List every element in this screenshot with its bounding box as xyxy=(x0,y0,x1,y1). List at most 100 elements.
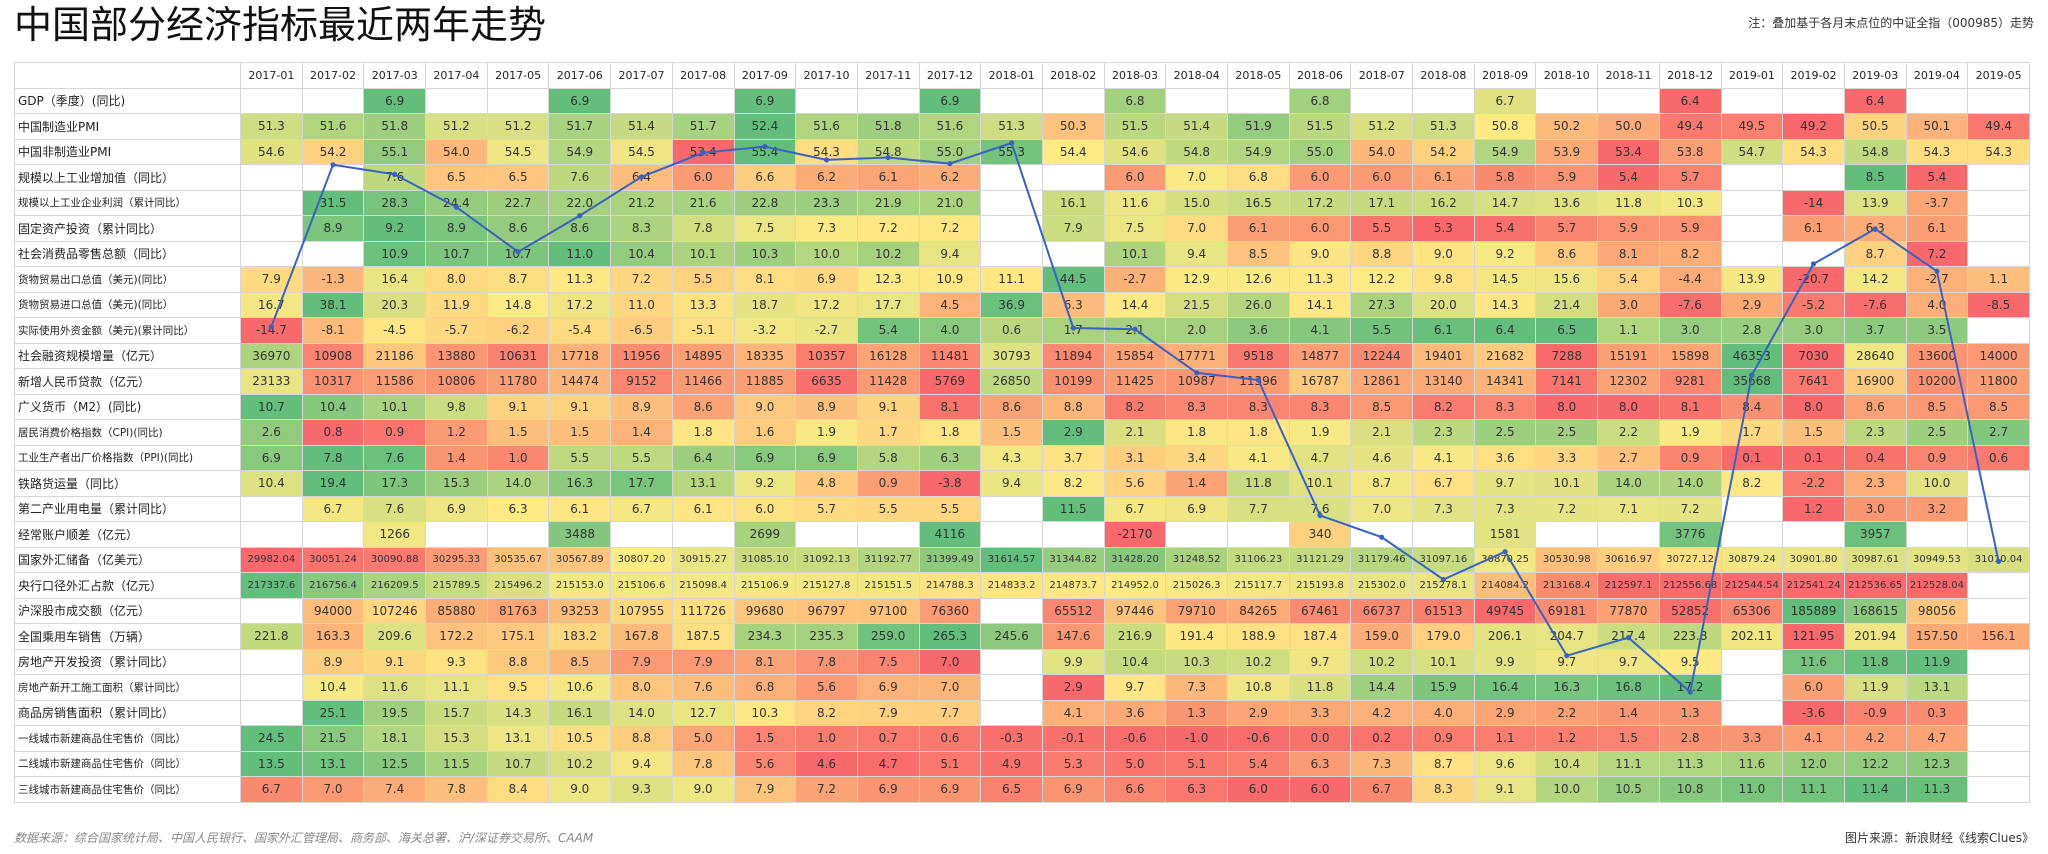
table-cell: 54.9 xyxy=(548,138,612,165)
table-cell: -2.7 xyxy=(1905,266,1969,293)
table-cell: 11.6 xyxy=(1103,189,1167,216)
table-cell: 6.0 xyxy=(1782,674,1845,701)
table-cell: 7.3 xyxy=(795,215,858,242)
table-cell: 31248.52 xyxy=(1165,546,1228,573)
table-cell: 11481 xyxy=(918,342,982,369)
table-cell: 213168.4 xyxy=(1535,572,1599,599)
table-cell: 12.2 xyxy=(1843,750,1907,777)
column-header: 2017-10 xyxy=(795,62,858,89)
table-cell: 7.0 xyxy=(1165,164,1228,191)
table-cell: 5.5 xyxy=(671,266,735,293)
table-cell: 163.3 xyxy=(301,623,365,650)
table-cell: 7141 xyxy=(1535,368,1599,395)
table-cell: 3.6 xyxy=(1473,444,1537,471)
table-cell: 50.8 xyxy=(1473,113,1537,140)
table-cell: 77870 xyxy=(1597,597,1660,624)
table-cell: 0.9 xyxy=(856,470,920,497)
table-cell: 9152 xyxy=(610,368,673,395)
table-cell: 4116 xyxy=(918,521,982,548)
table-cell: 10.0 xyxy=(1905,470,1969,497)
table-cell xyxy=(1905,87,1969,114)
table-cell: 6.4 xyxy=(1843,87,1907,114)
table-cell: 2.8 xyxy=(1720,317,1784,344)
table-cell: 31010.04 xyxy=(1967,546,2030,573)
table-cell: 25.1 xyxy=(301,699,365,726)
table-cell: 7.9 xyxy=(856,699,920,726)
table-cell: 4.6 xyxy=(1350,444,1414,471)
table-cell: 1.4 xyxy=(610,419,673,446)
table-cell: 7.7 xyxy=(918,699,982,726)
table-cell: 5.4 xyxy=(1597,266,1660,293)
table-cell: 6.0 xyxy=(1288,776,1352,803)
table-cell: 215193.8 xyxy=(1288,572,1352,599)
table-cell: 16.5 xyxy=(1227,189,1290,216)
table-cell xyxy=(1720,87,1784,114)
table-cell: 13.1 xyxy=(671,470,735,497)
table-cell xyxy=(1597,87,1660,114)
table-cell: 9.5 xyxy=(486,674,550,701)
table-cell xyxy=(1782,240,1845,267)
table-cell: 11.0 xyxy=(1720,776,1784,803)
table-cell: -20.7 xyxy=(1782,266,1845,293)
table-cell: 6.9 xyxy=(1165,495,1228,522)
table-cell: 15191 xyxy=(1597,342,1660,369)
table-cell: 11428 xyxy=(856,368,920,395)
table-cell: 54.9 xyxy=(1473,138,1537,165)
table-cell: 5.9 xyxy=(1535,164,1599,191)
table-cell: 9.2 xyxy=(1473,240,1537,267)
row-label: 中国非制造业PMI xyxy=(14,138,241,165)
table-cell xyxy=(1720,648,1784,675)
table-cell: 10.1 xyxy=(1103,240,1167,267)
table-cell: 50.2 xyxy=(1535,113,1599,140)
row-label: 实际使用外资金额（美元)(累计同比） xyxy=(14,317,241,344)
column-header: 2017-07 xyxy=(610,62,673,89)
table-cell: 10.7 xyxy=(486,240,550,267)
table-cell: 7.6 xyxy=(548,164,612,191)
table-cell: 6.9 xyxy=(795,266,858,293)
table-cell: 51.4 xyxy=(1165,113,1228,140)
table-cell: 6.9 xyxy=(363,87,427,114)
column-header: 2019-05 xyxy=(1967,62,2030,89)
table-cell: 10.1 xyxy=(1412,648,1475,675)
table-cell xyxy=(1967,317,2030,344)
table-cell: 24.5 xyxy=(240,725,303,752)
table-cell: 36970 xyxy=(240,342,303,369)
table-cell: 7.9 xyxy=(610,648,673,675)
table-cell: 167.8 xyxy=(610,623,673,650)
table-cell: 6.1 xyxy=(548,495,612,522)
table-cell: 9.7 xyxy=(1473,470,1537,497)
table-cell xyxy=(240,87,303,114)
table-cell: 27.3 xyxy=(1350,291,1414,318)
table-cell: 8.0 xyxy=(1535,393,1599,420)
table-cell: 3.3 xyxy=(1720,725,1784,752)
table-cell xyxy=(1597,521,1660,548)
table-cell: 17.2 xyxy=(795,291,858,318)
table-cell xyxy=(1782,164,1845,191)
table-cell: 30870.25 xyxy=(1473,546,1537,573)
table-cell: 30616.97 xyxy=(1597,546,1660,573)
table-cell: 31399.49 xyxy=(918,546,982,573)
table-cell: 5.9 xyxy=(1658,215,1722,242)
table-cell: 11.3 xyxy=(1288,266,1352,293)
row-label: 一线城市新建商品住宅售价（同比） xyxy=(14,725,241,752)
table-cell: 49.2 xyxy=(1782,113,1845,140)
table-cell: 8.0 xyxy=(1597,393,1660,420)
table-cell: 6.4 xyxy=(1473,317,1537,344)
table-cell: 55.0 xyxy=(918,138,982,165)
row-label: 社会融资规模增量（亿元） xyxy=(14,342,241,369)
table-row: 广义货币（M2）(同比) 10.7 10.4 10.1 9.8 9.1 9.1 8.9 8.6 9… xyxy=(14,393,2030,420)
table-cell: 2.9 xyxy=(1473,699,1537,726)
table-cell: 14.7 xyxy=(1473,189,1537,216)
table-cell: 10.4 xyxy=(610,240,673,267)
table-cell: 1.2 xyxy=(1782,495,1845,522)
table-cell: 11956 xyxy=(610,342,673,369)
table-cell: -2.7 xyxy=(795,317,858,344)
table-cell: 51.6 xyxy=(795,113,858,140)
table-cell: 3.6 xyxy=(1227,317,1290,344)
table-cell: 36.9 xyxy=(980,291,1043,318)
table-cell xyxy=(1041,521,1105,548)
table-cell: 7.6 xyxy=(363,495,427,522)
table-cell: 7.8 xyxy=(795,648,858,675)
row-label: 新增人民币贷款（亿元） xyxy=(14,368,241,395)
table-cell: 5.6 xyxy=(795,674,858,701)
